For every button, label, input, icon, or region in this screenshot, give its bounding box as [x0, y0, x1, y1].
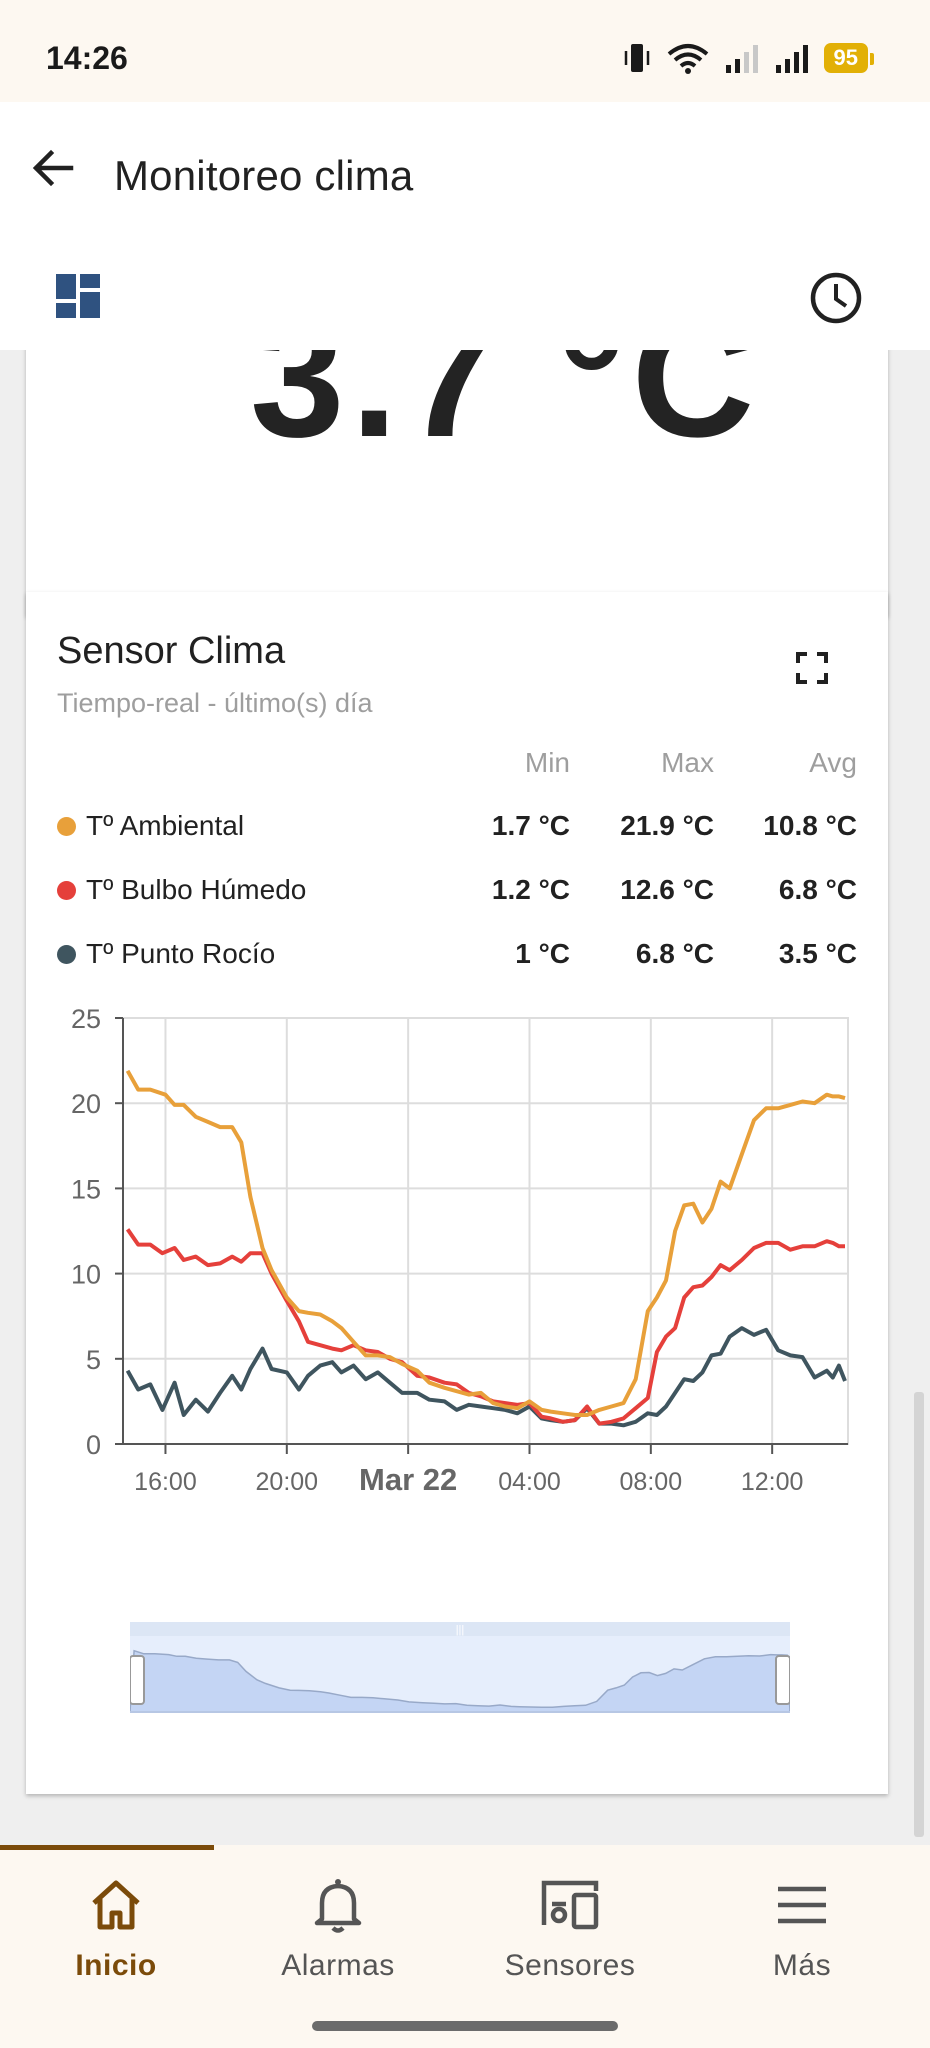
x-tick-label: 12:00 — [741, 1468, 804, 1496]
nav-label: Inicio — [75, 1949, 157, 1982]
wifi-icon — [667, 44, 708, 74]
y-tick-label: 25 — [71, 1004, 101, 1034]
max-value: 21.9 °C — [620, 810, 714, 841]
page-title: Monitoreo clima — [114, 152, 414, 199]
current-temperature-value: 3.7 °C — [250, 350, 761, 473]
dashboard-content[interactable]: 3.7 °C Sensor Clima Tiempo-real - último… — [0, 350, 930, 1845]
time-range-navigator[interactable]: ||| — [130, 1622, 790, 1732]
column-max: Max — [661, 747, 714, 778]
avg-value: 6.8 °C — [778, 874, 857, 905]
sensor-chart-card: Sensor Clima Tiempo-real - último(s) día… — [26, 592, 888, 1794]
nav-item-mas[interactable]: Más — [686, 1873, 918, 2003]
nav-label: Sensores — [504, 1949, 636, 1982]
series-line-0 — [125, 1069, 846, 1417]
series-line-1 — [125, 1228, 845, 1426]
stats-table: Min Max Avg Tº Ambiental 1.7 °C 21.9 °C … — [57, 732, 857, 986]
navigator-grip: ||| — [456, 1624, 465, 1636]
status-bar: 14:26 95 — [0, 0, 930, 102]
x-tick-label: 20:00 — [256, 1468, 319, 1496]
stats-row-bulbo-humedo[interactable]: Tº Bulbo Húmedo 1.2 °C 12.6 °C 6.8 °C — [57, 858, 857, 922]
home-icon — [92, 1880, 140, 1930]
signal-weak-icon — [725, 45, 758, 73]
plot-frame — [122, 1017, 849, 1445]
status-time: 14:26 — [46, 40, 128, 76]
clock-icon — [810, 272, 862, 324]
nav-item-sensores[interactable]: Sensores — [454, 1873, 686, 2003]
avg-value: 3.5 °C — [778, 938, 857, 969]
system-home-bar — [0, 2015, 930, 2048]
history-button[interactable] — [806, 268, 866, 333]
dashboard-button[interactable] — [52, 270, 108, 326]
signal-strong-icon — [775, 45, 808, 73]
series-color-dot — [57, 944, 76, 964]
series-line-2 — [125, 1326, 847, 1428]
series-color-dot — [57, 816, 76, 836]
navigator-left-handle[interactable] — [130, 1655, 145, 1705]
menu-icon — [778, 1886, 826, 1924]
max-value: 6.8 °C — [635, 938, 714, 969]
navigator-scrollbar — [130, 1622, 790, 1636]
y-tick-label: 5 — [86, 1345, 101, 1375]
nav-item-alarmas[interactable]: Alarmas — [222, 1873, 454, 2003]
bell-icon — [314, 1879, 362, 1933]
series-color-dot — [57, 880, 76, 900]
card-subtitle: Tiempo-real - último(s) día — [57, 688, 373, 718]
scrollbar[interactable] — [914, 1392, 924, 1837]
x-tick-label: 08:00 — [620, 1468, 683, 1496]
navigator-area — [130, 1649, 790, 1713]
x-tick-label: Mar 22 — [359, 1462, 457, 1497]
min-value: 1.7 °C — [491, 810, 570, 841]
min-value: 1.2 °C — [491, 874, 570, 905]
fullscreen-button[interactable] — [788, 644, 836, 692]
active-tab-indicator — [0, 1845, 214, 1850]
min-value: 1 °C — [515, 938, 570, 969]
stats-header: Min Max Avg — [57, 732, 857, 794]
column-min: Min — [524, 747, 570, 778]
value-card: 3.7 °C — [26, 350, 888, 616]
devices-icon — [541, 1880, 599, 1930]
dashboard-icon — [56, 274, 100, 318]
series-label: Tº Bulbo Húmedo — [86, 874, 307, 905]
app-bar: Monitoreo clima — [0, 102, 930, 352]
stats-row-punto-rocio[interactable]: Tº Punto Rocío 1 °C 6.8 °C 3.5 °C — [57, 922, 857, 986]
home-pill[interactable] — [312, 2021, 618, 2031]
column-avg: Avg — [809, 747, 857, 778]
series-label: Tº Ambiental — [86, 810, 245, 841]
temperature-line-chart[interactable]: 0 5 10 15 20 25 16:00 20:00 Mar 22 04:00 08:00 12:0… — [26, 932, 888, 1612]
card-title: Sensor Clima — [57, 630, 286, 672]
nav-item-inicio[interactable]: Inicio — [0, 1873, 232, 2003]
x-tick-label: 16:00 — [134, 1468, 197, 1496]
y-tick-label: 10 — [71, 1260, 101, 1290]
avg-value: 10.8 °C — [763, 810, 857, 841]
back-button[interactable] — [24, 140, 80, 196]
bottom-navigation: Inicio Alarmas Sensores Má — [0, 1845, 930, 2015]
navigator-right-handle[interactable] — [775, 1655, 790, 1705]
stats-row-ambiental[interactable]: Tº Ambiental 1.7 °C 21.9 °C 10.8 °C — [57, 794, 857, 858]
y-tick-label: 0 — [86, 1430, 101, 1460]
series-label: Tº Punto Rocío — [86, 938, 276, 969]
vibrate-icon — [624, 44, 649, 72]
fullscreen-icon — [796, 652, 828, 684]
nav-label: Más — [772, 1949, 832, 1982]
y-tick-label: 20 — [71, 1089, 101, 1119]
arrow-left-icon — [32, 149, 74, 187]
max-value: 12.6 °C — [620, 874, 714, 905]
y-tick-label: 15 — [71, 1174, 101, 1204]
status-icons: 95 — [622, 40, 875, 76]
battery-indicator: 95 — [823, 43, 875, 73]
nav-label: Alarmas — [281, 1949, 395, 1982]
x-tick-label: 04:00 — [498, 1468, 561, 1496]
